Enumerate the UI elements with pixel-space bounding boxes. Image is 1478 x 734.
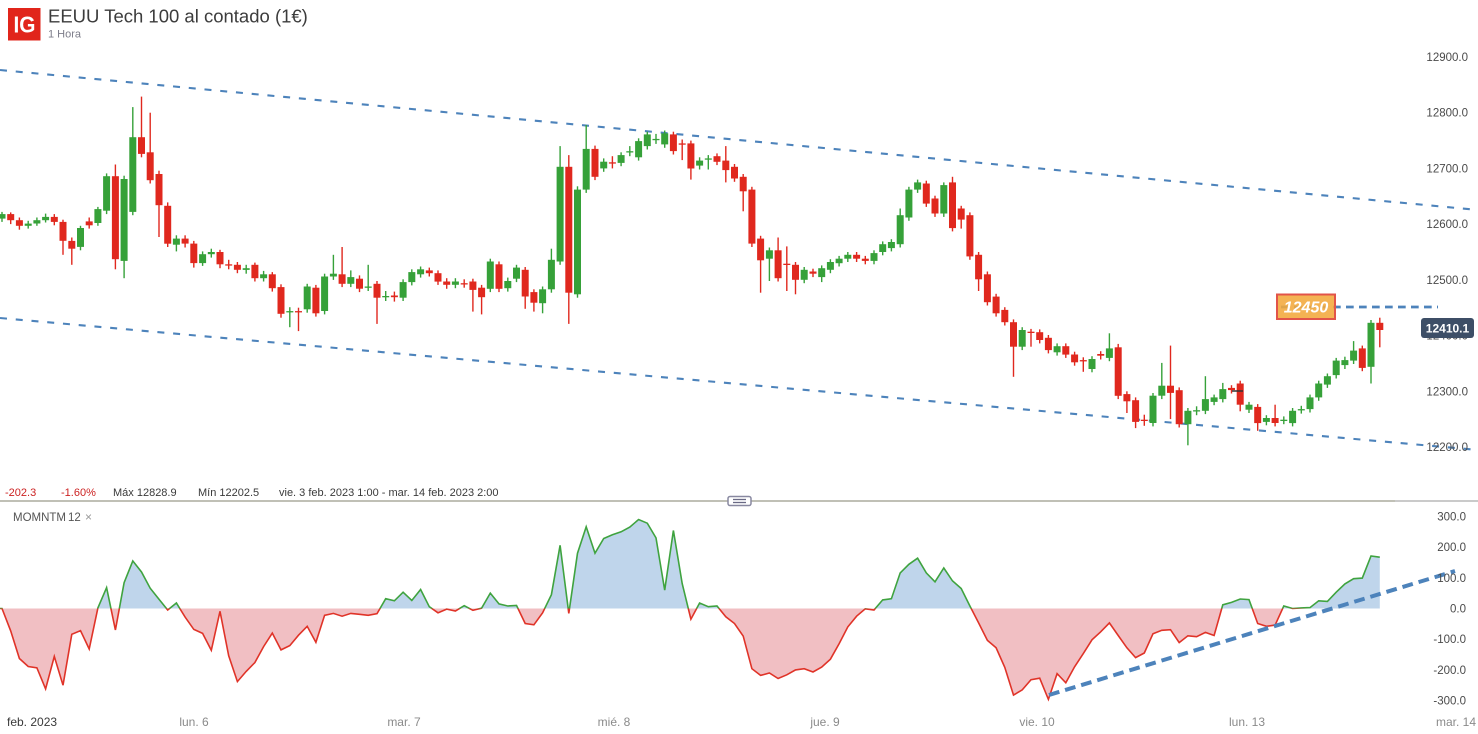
svg-text:12700.0: 12700.0	[1426, 163, 1468, 175]
svg-text:-1.60%: -1.60%	[61, 487, 96, 499]
svg-text:EEUU Tech 100 al contado (1€): EEUU Tech 100 al contado (1€)	[48, 6, 308, 27]
svg-text:300.0: 300.0	[1437, 511, 1466, 523]
svg-text:×: ×	[85, 510, 92, 524]
svg-text:100.0: 100.0	[1437, 573, 1466, 585]
svg-text:jue. 9: jue. 9	[809, 715, 840, 729]
svg-text:12450: 12450	[1284, 300, 1329, 317]
svg-text:-200.0: -200.0	[1433, 665, 1466, 677]
svg-text:0.0: 0.0	[1450, 604, 1466, 616]
svg-text:mar. 14: mar. 14	[1436, 715, 1476, 729]
svg-text:12500.0: 12500.0	[1426, 275, 1468, 287]
svg-text:IG: IG	[14, 12, 36, 38]
svg-text:12300.0: 12300.0	[1426, 386, 1468, 398]
svg-text:vie. 3 feb. 2023 1:00 - mar. 1: vie. 3 feb. 2023 1:00 - mar. 14 feb. 202…	[279, 487, 499, 499]
svg-text:1 Hora: 1 Hora	[48, 29, 82, 41]
svg-text:feb. 2023: feb. 2023	[7, 715, 57, 729]
svg-text:vie. 10: vie. 10	[1019, 715, 1055, 729]
svg-text:mié. 8: mié. 8	[598, 715, 631, 729]
svg-text:12200.0: 12200.0	[1426, 442, 1468, 454]
svg-text:-100.0: -100.0	[1433, 634, 1466, 646]
svg-text:-300.0: -300.0	[1433, 696, 1466, 708]
svg-text:mar. 7: mar. 7	[387, 715, 421, 729]
svg-text:12600.0: 12600.0	[1426, 219, 1468, 231]
svg-text:lun. 6: lun. 6	[179, 715, 209, 729]
svg-text:12: 12	[68, 512, 81, 524]
svg-text:MOMNTM: MOMNTM	[13, 512, 66, 524]
svg-text:12410.1: 12410.1	[1426, 322, 1470, 336]
svg-text:12800.0: 12800.0	[1426, 108, 1468, 120]
svg-text:200.0: 200.0	[1437, 542, 1466, 554]
svg-text:12900.0: 12900.0	[1426, 52, 1468, 64]
svg-text:lun. 13: lun. 13	[1229, 715, 1265, 729]
svg-text:Mín 12202.5: Mín 12202.5	[198, 487, 259, 499]
svg-text:Máx 12828.9: Máx 12828.9	[113, 487, 177, 499]
svg-text:-202.3: -202.3	[5, 487, 36, 499]
